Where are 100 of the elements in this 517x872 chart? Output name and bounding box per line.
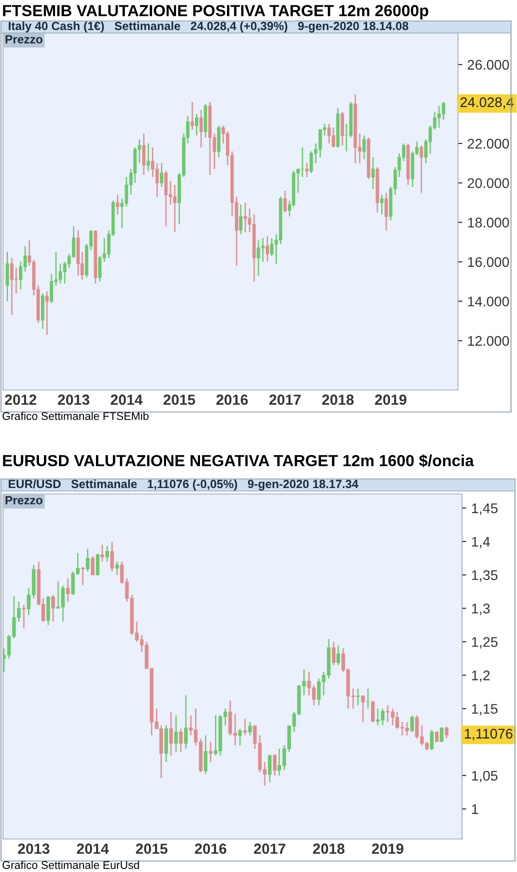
candlestick [46,596,50,626]
candlestick [22,604,26,630]
y-tick-label: 1,15 [472,704,498,716]
candlestick [110,542,114,572]
candlestick [444,726,448,739]
candlestick [442,101,446,120]
candlestick [208,741,212,763]
candlestick [243,718,247,736]
x-tick-label: 2017 [254,844,286,854]
candlestick [160,162,164,188]
candlestick [142,132,146,176]
annotation: Prezzo [6,35,42,44]
y-tick-label: 16.000 [468,257,509,267]
candlestick [45,290,49,336]
chart-title: EURUSD VALUTAZIONE NEGATIVA TARGET 12m 1600 $/oncia [3,454,474,468]
candlestick [332,127,336,148]
y-tick-label: 1,45 [472,504,498,515]
text: Grafico Settimanale EurUsd [2,860,139,869]
y-tick-label: 1,25 [472,637,498,649]
x-tick-label: 2012 [4,394,36,405]
candlestick [256,239,260,276]
y-tick-label: 26.000 [468,60,509,70]
candlestick [420,144,424,194]
y-tick-label: 18.000 [468,218,509,228]
x-tick-label: 2015 [164,394,196,405]
candlestick [6,251,9,302]
x-tick-label: 2014 [110,394,143,405]
x-tick-label: 2019 [372,844,404,854]
x-tick-label: 2016 [216,394,248,405]
y-tick-label: 1,4 [472,536,490,548]
candlestick [50,273,54,304]
candlestick [199,109,203,148]
candlestick [340,111,344,146]
candlestick [410,714,414,733]
candlestick [66,578,70,602]
candlestick [105,546,110,562]
candlestick [51,594,55,622]
candlestick [100,544,104,562]
candlestick [115,560,119,576]
candlestick [248,721,252,736]
candlestick [146,142,150,172]
y-tick-label: 20.000 [468,178,509,188]
candlestick [283,190,287,214]
x-tick-label: 2017 [269,394,301,405]
y-tick-label: 1,2 [472,670,490,682]
candlestick [184,694,188,750]
y-tick-label: 1 [472,804,478,814]
candlestick [371,156,375,190]
candlestick [440,726,444,743]
candlestick [239,204,242,235]
x-tick-label: 2015 [136,844,168,854]
annotation: Prezzo [6,496,42,504]
y-tick-label: 22.000 [468,138,509,149]
candlestick [133,146,137,184]
text: Grafico Settimanale FTSEMib [2,412,148,420]
x-tick-label: 2013 [18,844,50,854]
candlestick [361,694,365,723]
chart-subtitle: Italy 40 Cash (1€) Settimanale 24.028,4 (+0,39%) 9-gen-2020 18.14.08 [8,21,408,33]
candlestick [266,236,270,262]
chart-subtitle: EUR/USD Settimanale 1,11076 (-0,05%) 9-gen-2020 18.17.34 [8,479,358,491]
chart-title: FTSEMIB VALUTAZIONE POSITIVA TARGET 12m 26000p [3,4,428,20]
candlestick [384,192,388,231]
annotation: 1,11076 [464,728,512,740]
y-tick-label: 14.000 [468,296,509,306]
x-tick-label: 2018 [312,844,344,854]
candlestick [356,688,360,706]
candlestick [371,700,375,723]
candlestick [164,170,168,227]
candlestick [268,754,272,783]
candlestick [204,734,208,775]
x-tick-label: 2016 [194,844,226,854]
candlestick [305,162,309,178]
candlestick [217,125,220,158]
candlestick [190,101,194,130]
candlestick [155,162,159,198]
x-tick-label: 2019 [374,394,406,405]
candlestick [179,728,183,753]
x-tick-label: 2013 [58,394,90,405]
candlestick [124,176,128,208]
candlestick [437,105,441,128]
candlestick [116,194,120,216]
candlestick [332,641,336,666]
y-tick-label: 1,35 [472,570,498,582]
candlestick [380,194,384,216]
candlestick [86,548,90,572]
candlestick [430,729,434,751]
x-tick-label: 2018 [322,394,354,405]
candlestick [173,184,176,233]
candlestick [238,728,242,746]
x-tick-label: 2014 [76,844,109,854]
candlestick [261,238,265,262]
candlestick [336,644,340,666]
candlestick [169,711,173,756]
y-tick-label: 12.000 [468,336,509,346]
candlestick [362,134,366,160]
y-tick-label: 1,05 [472,770,498,782]
y-tick-label: 1,3 [472,604,490,616]
candlestick [174,714,178,753]
candlestick [194,113,198,136]
candlestick [96,552,100,576]
